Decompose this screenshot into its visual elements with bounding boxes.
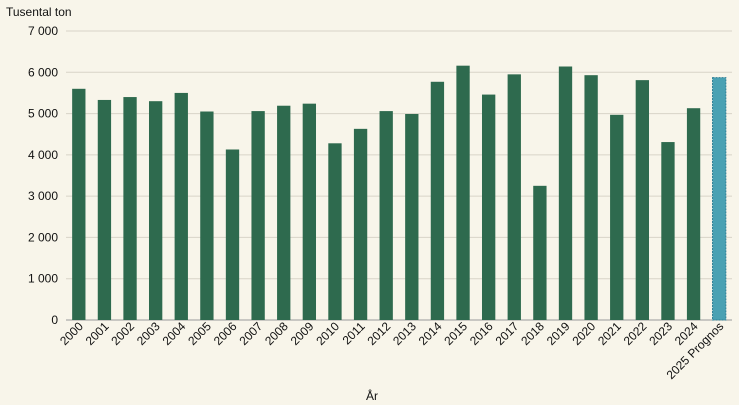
x-axis-ticks: 2000200120022003200420052006200720082009… <box>57 319 726 382</box>
bar-2022 <box>635 80 650 320</box>
bar-2007 <box>251 111 265 320</box>
bar-2008 <box>277 105 291 320</box>
bar-2024 <box>686 108 701 320</box>
bar-2005 <box>200 111 214 320</box>
x-tick-label: 2005 <box>185 319 214 348</box>
y-tick-label: 7 000 <box>28 24 58 38</box>
x-tick-label: 2020 <box>569 319 598 348</box>
grid-layer <box>66 30 732 321</box>
x-tick-label: 2010 <box>313 319 342 348</box>
x-tick-label: 2001 <box>83 319 112 348</box>
bar-2010 <box>328 143 342 320</box>
y-tick-label: 6 000 <box>28 65 58 79</box>
bar-2020 <box>584 75 598 320</box>
x-tick-label: 2021 <box>595 319 624 348</box>
x-tick-label: 2023 <box>646 319 675 348</box>
x-tick-label: 2009 <box>288 319 317 348</box>
bar-2016 <box>481 94 496 320</box>
x-tick-label: 2008 <box>262 319 291 348</box>
y-tick-label: 0 <box>51 313 58 327</box>
y-tick-label: 2 000 <box>28 230 58 244</box>
y-tick-label: 5 000 <box>28 107 58 121</box>
x-tick-label: 2003 <box>134 319 163 348</box>
bar-2000 <box>72 88 86 320</box>
x-axis-title: År <box>366 388 378 403</box>
bar-2009 <box>302 103 317 320</box>
x-tick-label: 2014 <box>416 319 445 348</box>
x-tick-label: 2007 <box>236 319 265 348</box>
bar-2011 <box>353 128 368 320</box>
y-axis-title: Tusental ton <box>6 5 72 19</box>
x-tick-label: 2011 <box>340 319 368 347</box>
y-tick-label: 3 000 <box>28 189 58 203</box>
bars-layer <box>72 65 727 321</box>
x-tick-label: 2019 <box>544 319 573 348</box>
bar-forecast <box>712 77 727 321</box>
x-tick-label: 2018 <box>518 319 547 348</box>
bar-2013 <box>405 113 419 320</box>
y-tick-label: 4 000 <box>28 148 58 162</box>
x-tick-label: 2002 <box>108 319 137 348</box>
bar-2017 <box>507 74 521 320</box>
y-axis-ticks: 0 1 000 2 000 3 000 4 000 5 000 6 000 7 000 <box>28 24 58 327</box>
bar-2014 <box>430 81 445 320</box>
x-tick-label: 2013 <box>390 319 419 348</box>
bar-2019 <box>558 66 573 321</box>
bar-2006 <box>225 149 240 320</box>
bar-2004 <box>174 92 188 320</box>
bar-2002 <box>123 97 137 320</box>
x-tick-label: 2004 <box>160 319 189 348</box>
x-tick-label: 2017 <box>493 319 522 348</box>
bar-2012 <box>379 111 393 320</box>
bar-2003 <box>148 101 163 320</box>
x-tick-label: 2022 <box>621 319 650 348</box>
x-tick-label: 2016 <box>467 319 496 348</box>
bar-2021 <box>610 114 624 320</box>
bar-2018 <box>533 185 547 320</box>
x-tick-label: 2012 <box>365 319 394 348</box>
bar-2023 <box>661 142 675 320</box>
bar-2015 <box>456 65 470 321</box>
x-tick-label: 2015 <box>441 319 470 348</box>
y-tick-label: 1 000 <box>28 272 58 286</box>
x-tick-label: 2000 <box>57 319 86 348</box>
bar-2001 <box>97 99 112 320</box>
x-tick-label: 2006 <box>211 319 240 348</box>
